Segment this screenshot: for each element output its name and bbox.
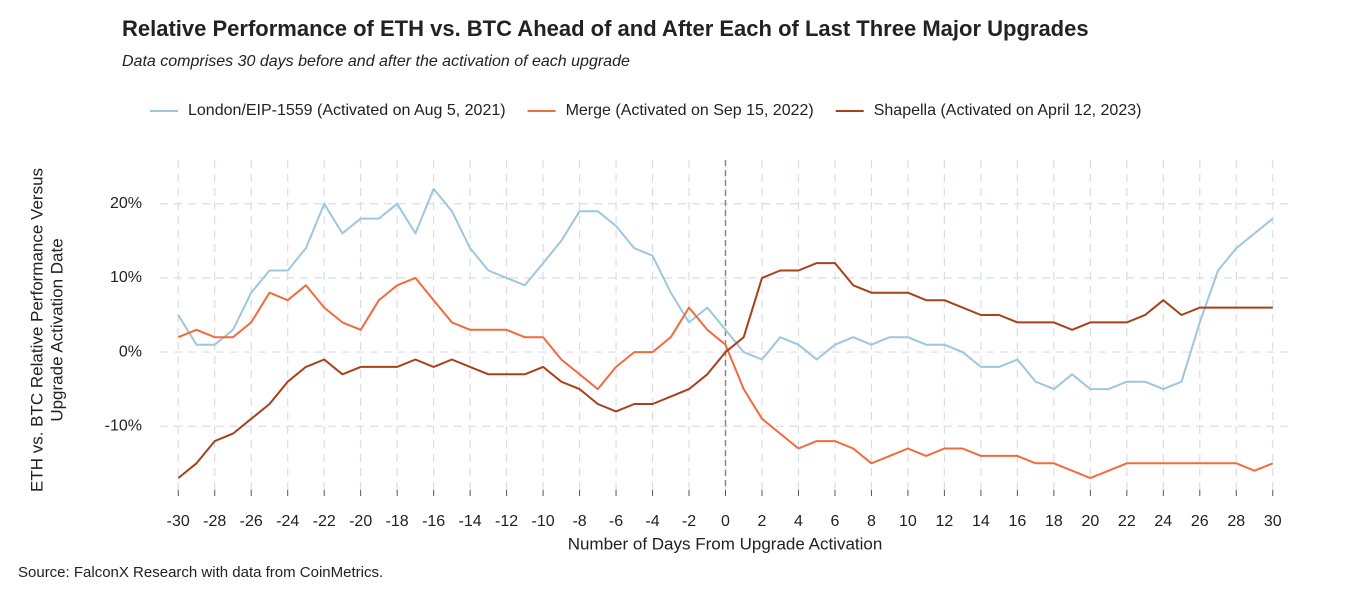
x-tick-label: 24	[1154, 513, 1172, 530]
x-tick-label: -10	[532, 513, 555, 530]
x-tick-label: -6	[609, 513, 623, 530]
x-tick-label: -28	[203, 513, 226, 530]
chart-title: Relative Performance of ETH vs. BTC Ahea…	[122, 16, 1089, 41]
x-tick-label: -2	[682, 513, 696, 530]
y-tick-label: -10%	[105, 417, 142, 434]
x-tick-label: 30	[1264, 513, 1282, 530]
legend-label: Merge (Activated on Sep 15, 2022)	[566, 102, 814, 119]
x-tick-label: 26	[1191, 513, 1209, 530]
x-tick-label: 4	[794, 513, 803, 530]
x-tick-label: 0	[721, 513, 730, 530]
x-tick-label: -24	[276, 513, 299, 530]
x-tick-label: -18	[386, 513, 409, 530]
legend-label: Shapella (Activated on April 12, 2023)	[874, 102, 1142, 119]
x-tick-label: -16	[422, 513, 445, 530]
x-tick-label: 18	[1045, 513, 1063, 530]
x-tick-label: -20	[349, 513, 372, 530]
grid: -10%0%10%20%-30 -28 -26 -24 -22 -20 -18 -16 -14-…	[105, 160, 1291, 530]
x-tick-label: 16	[1008, 513, 1026, 530]
chart-subtitle: Data comprises 30 days before and after …	[122, 53, 630, 70]
legend-label: London/EIP-1559 (Activated on Aug 5, 202…	[188, 102, 506, 119]
x-tick-label: -12	[495, 513, 518, 530]
x-tick-label: -30	[167, 513, 190, 530]
x-tick-label: -14	[459, 513, 482, 530]
x-tick-label: -8	[572, 513, 586, 530]
x-tick-label: 22	[1118, 513, 1136, 530]
x-tick-label: 20	[1081, 513, 1099, 530]
y-tick-label: 10%	[110, 269, 142, 286]
x-axis-label: Number of Days From Upgrade Activation	[568, 534, 883, 553]
y-axis-label: Upgrade Activation Date	[47, 238, 66, 421]
x-tick-label: 8	[867, 513, 876, 530]
y-tick-label: 20%	[110, 195, 142, 212]
x-tick-label: 28	[1227, 513, 1245, 530]
x-tick-label: -4	[645, 513, 659, 530]
y-tick-label: 0%	[119, 343, 142, 360]
x-tick-label: 14	[972, 513, 990, 530]
x-tick-label: 10	[899, 513, 917, 530]
series-line	[177, 187, 1274, 391]
legend: London/EIP-1559 (Activated on Aug 5, 202…	[150, 102, 1141, 119]
x-tick-label: -22	[313, 513, 336, 530]
x-tick-label: -26	[240, 513, 263, 530]
series-line	[177, 262, 1273, 479]
series-line	[177, 276, 1274, 480]
x-tick-label: 12	[936, 513, 954, 530]
x-tick-label: 2	[758, 513, 767, 530]
y-axis-label: ETH vs. BTC Relative Performance Versus	[27, 168, 46, 492]
plot-lines	[177, 187, 1274, 480]
source-note: Source: FalconX Research with data from …	[18, 564, 383, 581]
x-tick-label: 6	[830, 513, 839, 530]
